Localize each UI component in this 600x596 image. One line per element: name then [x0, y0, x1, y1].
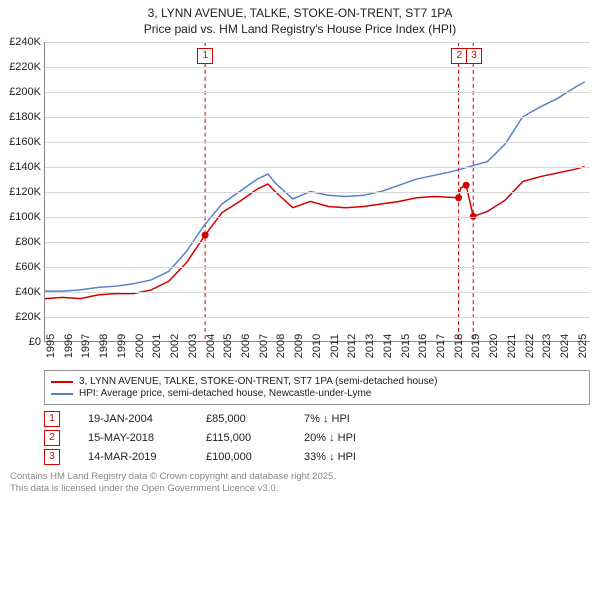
event-marker-box: 1 [197, 48, 213, 64]
event-row: 3 14-MAR-2019 £100,000 33% ↓ HPI [44, 449, 590, 465]
event-date: 19-JAN-2004 [88, 413, 178, 425]
y-tick-label: £160K [3, 136, 41, 148]
event-pct: 33% ↓ HPI [304, 451, 404, 463]
plot-region: £0£20K£40K£60K£80K£100K£120K£140K£160K£1… [44, 42, 590, 342]
event-number: 1 [44, 411, 60, 427]
series-hpi [45, 82, 585, 291]
y-tick-label: £0 [3, 336, 41, 348]
gridline [45, 217, 590, 218]
y-tick-label: £100K [3, 211, 41, 223]
chart-area: £0£20K£40K£60K£80K£100K£120K£140K£160K£1… [44, 42, 590, 362]
gridline [45, 317, 590, 318]
gridline [45, 192, 590, 193]
y-tick-label: £220K [3, 61, 41, 73]
chart-title: 3, LYNN AVENUE, TALKE, STOKE-ON-TRENT, S… [0, 6, 600, 20]
event-price: £100,000 [206, 451, 276, 463]
footer-line-1: Contains HM Land Registry data © Crown c… [10, 471, 590, 483]
series-property [45, 167, 585, 299]
legend-swatch [51, 393, 73, 395]
gridline [45, 292, 590, 293]
event-pct: 7% ↓ HPI [304, 413, 404, 425]
event-marker-box: 3 [466, 48, 482, 64]
event-number: 2 [44, 430, 60, 446]
event-marker-box: 2 [451, 48, 467, 64]
event-price: £115,000 [206, 432, 276, 444]
legend-label: HPI: Average price, semi-detached house,… [79, 388, 371, 399]
gridline [45, 67, 590, 68]
gridline [45, 42, 590, 43]
y-tick-label: £120K [3, 186, 41, 198]
event-pct: 20% ↓ HPI [304, 432, 404, 444]
event-date: 14-MAR-2019 [88, 451, 178, 463]
sale-marker [455, 194, 462, 201]
footer: Contains HM Land Registry data © Crown c… [10, 471, 590, 495]
event-number: 3 [44, 449, 60, 465]
y-tick-label: £140K [3, 161, 41, 173]
event-row: 1 19-JAN-2004 £85,000 7% ↓ HPI [44, 411, 590, 427]
gridline [45, 267, 590, 268]
gridline [45, 117, 590, 118]
footer-line-2: This data is licensed under the Open Gov… [10, 483, 590, 495]
gridline [45, 167, 590, 168]
gridline [45, 92, 590, 93]
gridline [45, 242, 590, 243]
legend: 3, LYNN AVENUE, TALKE, STOKE-ON-TRENT, S… [44, 370, 590, 405]
sale-marker [202, 232, 209, 239]
y-tick-label: £40K [3, 286, 41, 298]
event-price: £85,000 [206, 413, 276, 425]
y-tick-label: £200K [3, 86, 41, 98]
event-date: 15-MAY-2018 [88, 432, 178, 444]
legend-label: 3, LYNN AVENUE, TALKE, STOKE-ON-TRENT, S… [79, 376, 437, 387]
chart-subtitle: Price paid vs. HM Land Registry's House … [0, 22, 600, 36]
legend-item: HPI: Average price, semi-detached house,… [51, 388, 583, 399]
gridline [45, 142, 590, 143]
y-tick-label: £180K [3, 111, 41, 123]
y-tick-label: £240K [3, 36, 41, 48]
y-tick-label: £20K [3, 311, 41, 323]
event-row: 2 15-MAY-2018 £115,000 20% ↓ HPI [44, 430, 590, 446]
legend-swatch [51, 381, 73, 383]
y-tick-label: £60K [3, 261, 41, 273]
y-tick-label: £80K [3, 236, 41, 248]
sale-marker [463, 182, 470, 189]
events-table: 1 19-JAN-2004 £85,000 7% ↓ HPI 2 15-MAY-2018 £… [44, 411, 590, 465]
legend-item: 3, LYNN AVENUE, TALKE, STOKE-ON-TRENT, S… [51, 376, 583, 387]
